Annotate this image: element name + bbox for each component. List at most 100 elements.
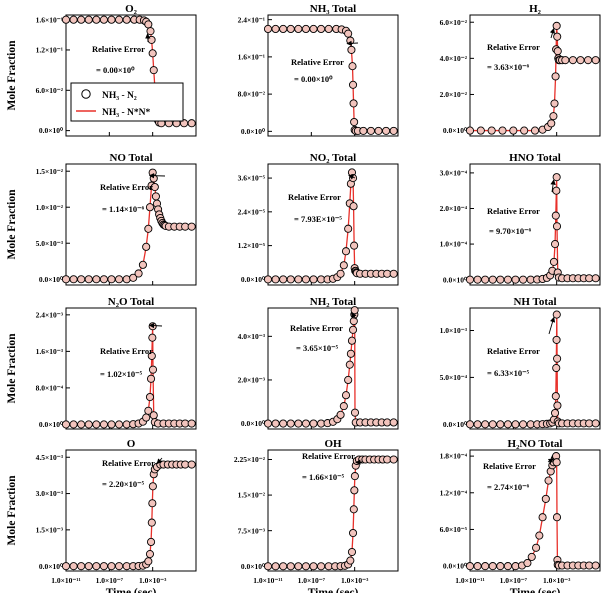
data-point-n2 bbox=[591, 419, 600, 428]
relative-error-value: = 1.02×10⁻⁵ bbox=[100, 369, 143, 379]
relative-error-label: Relative Error bbox=[290, 323, 343, 333]
data-point-n2 bbox=[99, 15, 108, 24]
panel-5: NO₂ Total 0.0×10⁰ 1.2×10⁻⁵ 2.4×10⁻⁵ 3.6×10⁻⁵… bbox=[238, 152, 399, 286]
y-tick-label: 3.6×10⁻⁵ bbox=[238, 174, 266, 183]
relative-error-value: = 6.33×10⁻⁵ bbox=[487, 368, 530, 378]
data-point-n2 bbox=[550, 408, 560, 418]
data-point-n2 bbox=[389, 126, 398, 135]
data-point-n2 bbox=[359, 126, 368, 135]
data-point-n2 bbox=[84, 420, 93, 429]
relative-error-label: Relative Error bbox=[100, 346, 153, 356]
y-tick-label: 1.0×10⁻³ bbox=[440, 326, 468, 335]
data-point-n2 bbox=[465, 562, 475, 571]
data-point-n2 bbox=[149, 411, 158, 420]
y-tick-label: 6.0×10⁻² bbox=[440, 18, 468, 27]
data-point-n2 bbox=[309, 562, 318, 571]
data-point-n2 bbox=[301, 562, 310, 571]
data-point-n2 bbox=[347, 45, 356, 54]
panel-11: OH 0.0×10⁰ 7.5×10⁻³ 1.5×10⁻² 2.25×10⁻² Relati… bbox=[234, 438, 399, 593]
y-tick-label: 0.0×10⁰ bbox=[241, 275, 266, 284]
panel-title: O bbox=[127, 438, 136, 450]
data-point-n2 bbox=[92, 562, 101, 571]
data-point-n2 bbox=[496, 420, 505, 429]
data-point-n2 bbox=[145, 392, 155, 402]
panel-title: O₂ bbox=[125, 3, 138, 15]
relative-error-label: Relative Error bbox=[487, 42, 540, 52]
data-point-n2 bbox=[263, 24, 273, 34]
data-point-n2 bbox=[294, 419, 303, 428]
data-point-n2 bbox=[92, 275, 101, 284]
y-tick-label: 2.0×10⁻³ bbox=[238, 376, 266, 385]
data-point-n2 bbox=[511, 275, 520, 284]
panel-title: OH bbox=[324, 438, 342, 450]
data-point-n2 bbox=[61, 15, 71, 24]
data-point-n2 bbox=[488, 420, 497, 429]
data-point-n2 bbox=[350, 472, 359, 481]
relative-error-value: = 2.74×10⁻⁶ bbox=[487, 482, 530, 492]
data-point-n2 bbox=[77, 275, 86, 284]
data-point-n2 bbox=[550, 99, 559, 108]
plot-frame bbox=[267, 14, 399, 137]
data-point-n2 bbox=[541, 494, 550, 503]
data-point-n2 bbox=[487, 126, 496, 135]
data-point-n2 bbox=[345, 360, 354, 369]
data-point-n2 bbox=[350, 486, 359, 495]
data-point-n2 bbox=[349, 317, 358, 326]
relative-error-value: = 2.20×10⁻⁵ bbox=[102, 479, 145, 489]
data-point-n2 bbox=[551, 72, 560, 81]
relative-error-value: = 1.14×10⁻⁶ bbox=[102, 204, 145, 214]
plot-frame bbox=[469, 307, 601, 430]
data-point-n2 bbox=[107, 562, 116, 571]
data-point-n2 bbox=[473, 420, 482, 429]
y-tick-label: 2.25×10⁻² bbox=[234, 455, 266, 464]
relative-error-label: Relative Error bbox=[302, 451, 355, 461]
data-point-n2 bbox=[336, 410, 345, 419]
data-point-n2 bbox=[301, 419, 310, 428]
data-point-n2 bbox=[69, 562, 78, 571]
data-point-n2 bbox=[286, 419, 295, 428]
x-tick-label: 1.0×10⁻¹¹ bbox=[253, 576, 283, 585]
panel-9: NH Total 0.0×10⁰ 5.0×10⁻⁴ 1.0×10⁻³ Relative … bbox=[440, 296, 601, 430]
y-tick-label: 1.8×10⁻⁴ bbox=[440, 452, 468, 461]
data-point-n2 bbox=[151, 192, 160, 201]
data-point-n2 bbox=[144, 406, 153, 415]
data-point-n2 bbox=[473, 275, 482, 284]
data-point-n2 bbox=[134, 269, 143, 278]
y-tick-label: 5.0×10⁻⁴ bbox=[440, 373, 468, 382]
relative-error-arrow bbox=[148, 322, 163, 329]
y-tick-label: 1.6×10⁻³ bbox=[36, 347, 64, 356]
panel-title: NO₂ Total bbox=[310, 152, 356, 164]
y-tick-label: 0.0×10⁰ bbox=[443, 275, 468, 284]
x-tick-label: 1.0×10⁻⁷ bbox=[96, 576, 124, 585]
data-point-n2 bbox=[591, 56, 600, 65]
data-point-n2 bbox=[496, 562, 505, 571]
data-point-n2 bbox=[115, 15, 124, 24]
relative-error-label: Relative Error bbox=[487, 206, 540, 216]
data-point-n2 bbox=[99, 420, 108, 429]
data-point-n2 bbox=[561, 56, 570, 65]
data-point-n2 bbox=[551, 211, 560, 220]
data-point-n2 bbox=[511, 420, 520, 429]
data-point-n2 bbox=[339, 402, 348, 411]
relative-error-value: = 1.66×10⁻⁵ bbox=[302, 472, 345, 482]
data-point-n2 bbox=[551, 392, 560, 401]
data-point-n2 bbox=[503, 562, 512, 571]
data-point-n2 bbox=[344, 375, 353, 385]
panel-10: O 0.0×10⁰ 1.5×10⁻³ 3.0×10⁻³ 4.5×10⁻³ Relative… bbox=[6, 438, 197, 593]
x-tick-label: 1.0×10⁻³ bbox=[341, 576, 369, 585]
data-point-n2 bbox=[147, 35, 156, 44]
panel-title: H₂ bbox=[529, 3, 542, 15]
data-point-n2 bbox=[488, 275, 497, 284]
data-point-n2 bbox=[279, 24, 288, 34]
relative-error-value: = 3.65×10⁻⁵ bbox=[296, 343, 339, 353]
relative-error-label: Relative Error bbox=[102, 458, 155, 468]
data-point-n2 bbox=[519, 420, 528, 429]
data-point-n2 bbox=[527, 552, 536, 561]
data-point-n2 bbox=[107, 275, 116, 284]
data-point-n2 bbox=[552, 335, 561, 344]
data-point-n2 bbox=[142, 413, 151, 422]
y-tick-label: 2.4×10⁻¹ bbox=[238, 15, 265, 24]
panel-6: HNO Total 0.0×10⁰ 1.0×10⁻⁴ 2.0×10⁻⁴ 3.0×10⁻⁴… bbox=[440, 152, 601, 286]
relative-error-label: Relative Error bbox=[487, 346, 540, 356]
data-point-n2 bbox=[348, 528, 358, 538]
